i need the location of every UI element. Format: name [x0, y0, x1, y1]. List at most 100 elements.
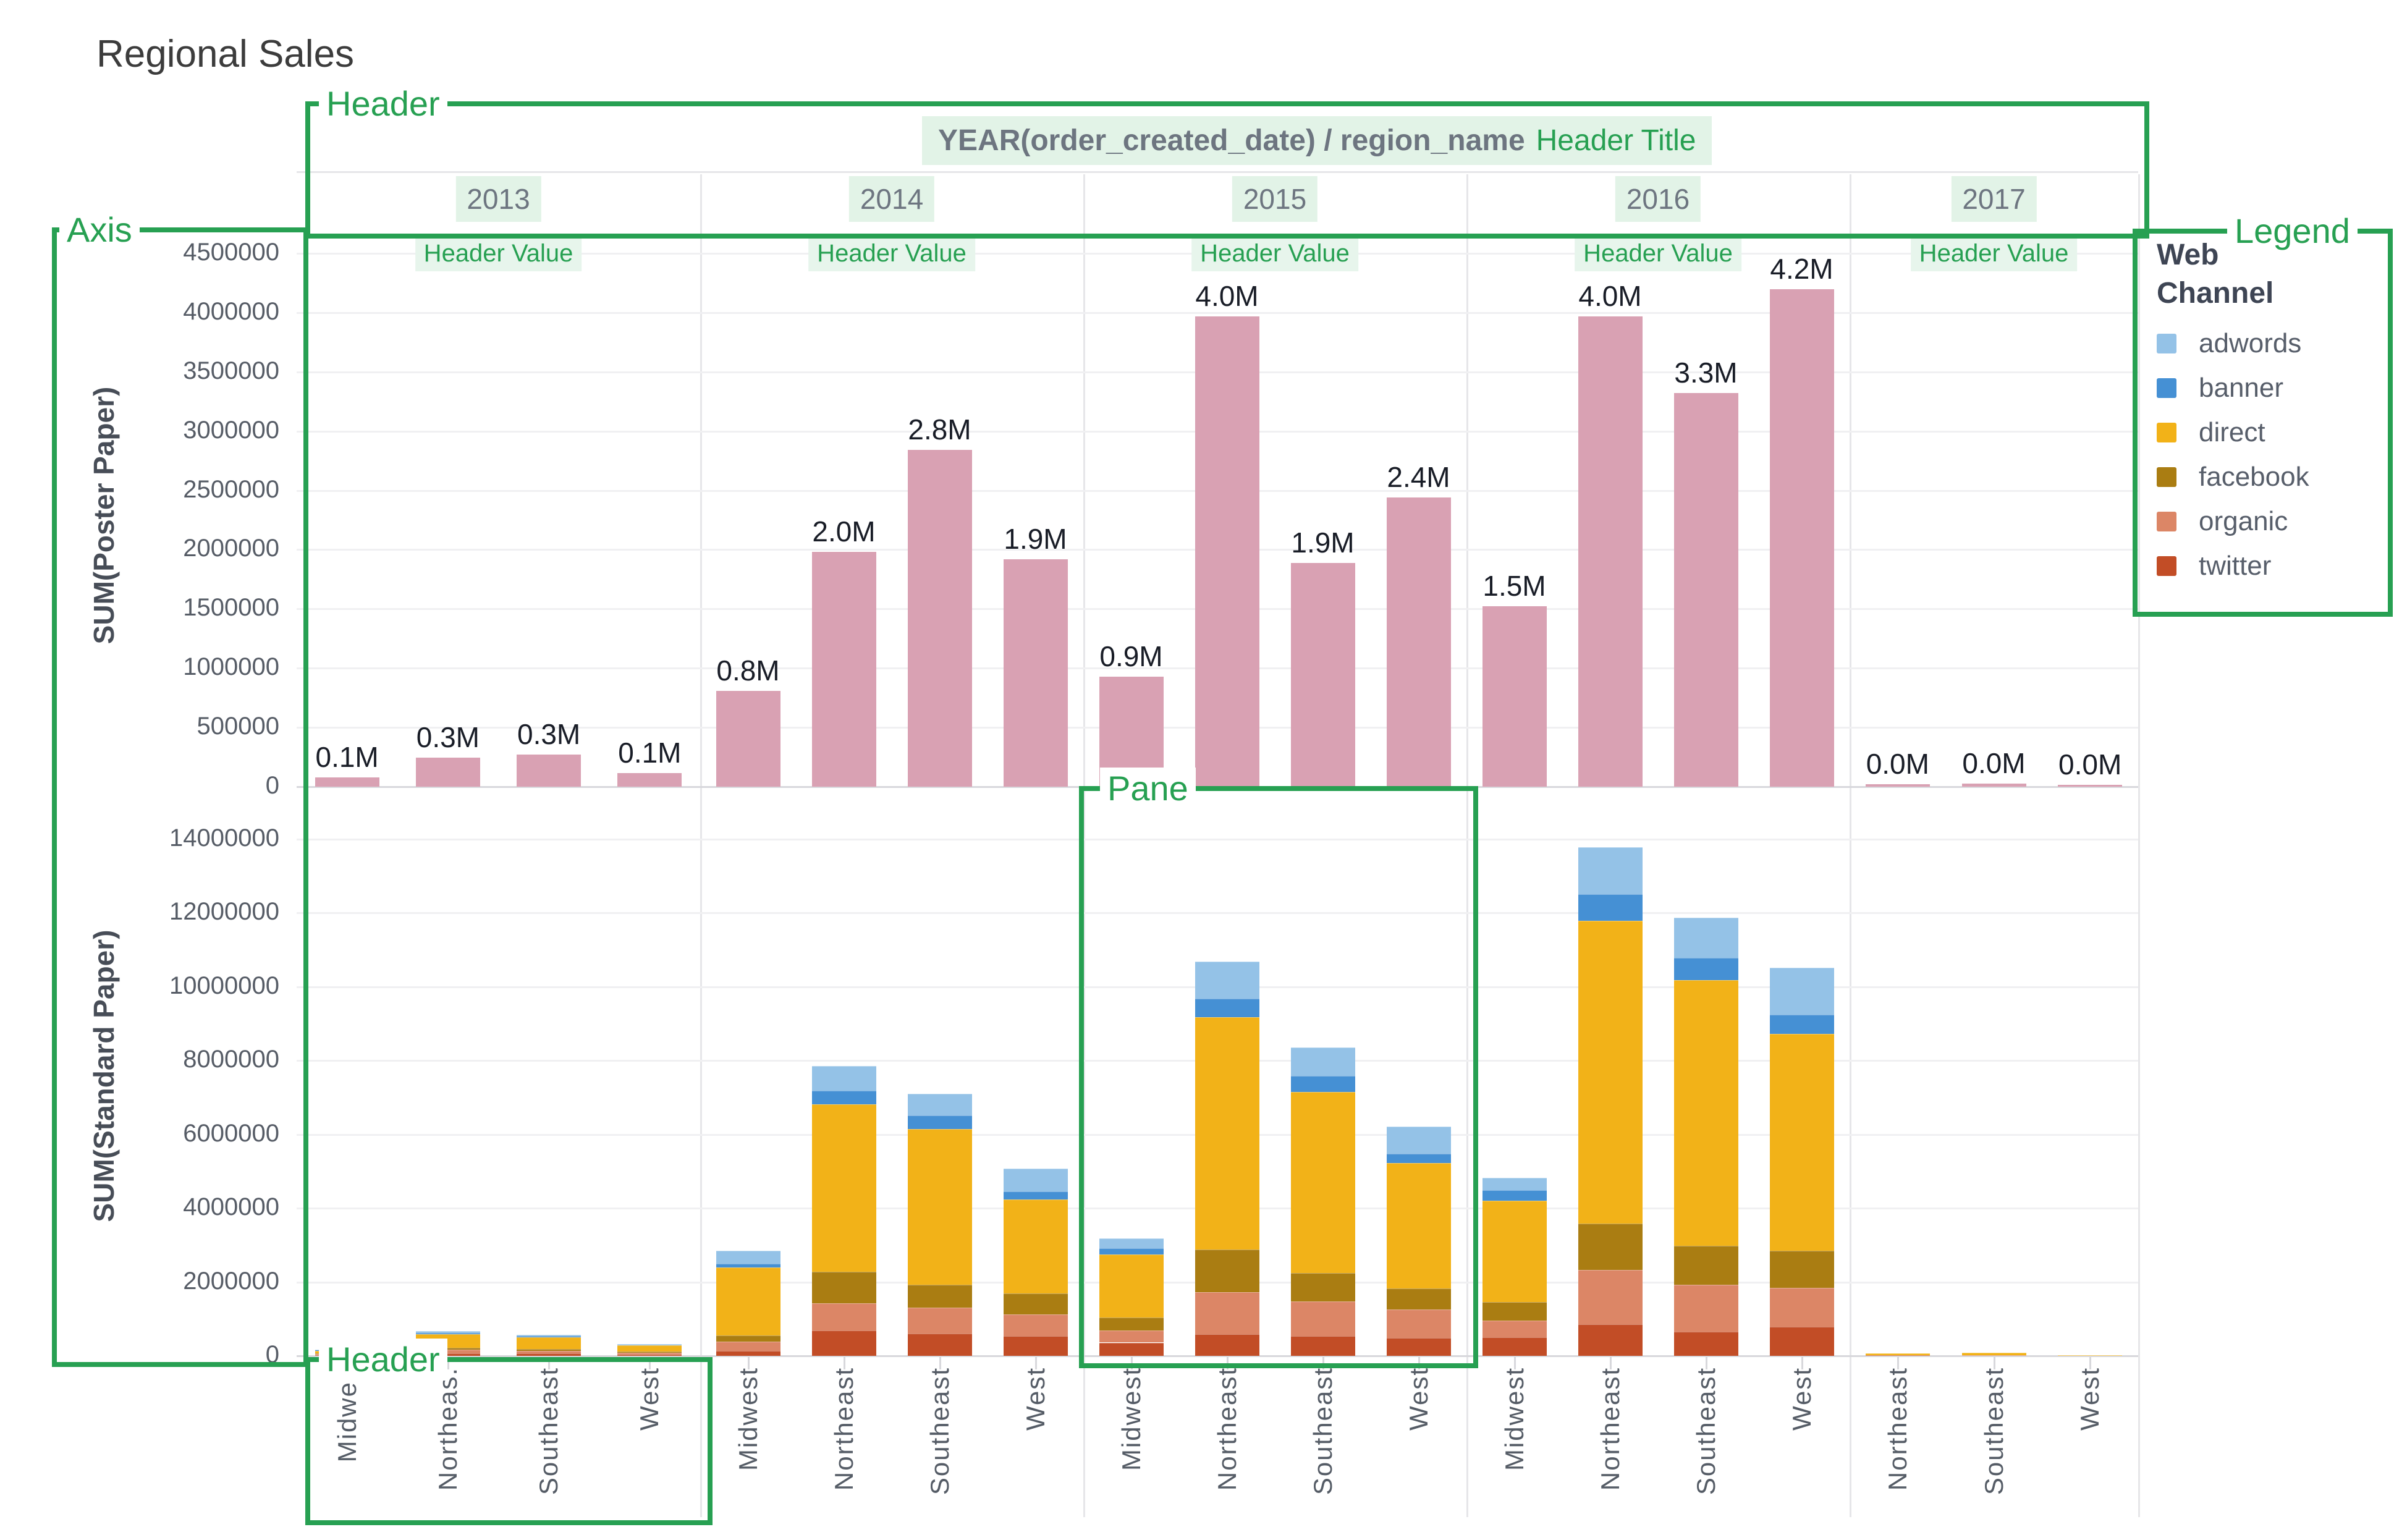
segment-banner[interactable] [1482, 1190, 1547, 1201]
segment-organic[interactable] [1003, 1314, 1068, 1337]
segment-organic[interactable] [617, 1352, 682, 1355]
segment-direct[interactable] [907, 1129, 972, 1285]
segment-direct[interactable] [517, 1337, 582, 1350]
segment-organic[interactable] [811, 1303, 876, 1331]
segment-facebook[interactable] [1673, 1246, 1738, 1285]
region-label-southeast[interactable]: Southeast [1979, 1367, 2008, 1496]
segment-banner[interactable] [415, 1332, 480, 1334]
segment-twitter[interactable] [415, 1353, 480, 1356]
segment-adwords[interactable] [1003, 1169, 1068, 1191]
segment-adwords[interactable] [811, 1066, 876, 1091]
segment-direct[interactable] [617, 1345, 682, 1352]
segment-organic[interactable] [907, 1307, 972, 1334]
segment-facebook[interactable] [617, 1352, 682, 1353]
segment-direct[interactable] [1003, 1199, 1068, 1294]
column-header-year[interactable]: 2016 [1615, 176, 1701, 222]
poster-bar-2013-northeast[interactable] [415, 758, 480, 787]
segment-banner[interactable] [1386, 1153, 1451, 1163]
legend-item-facebook[interactable]: facebook [2157, 455, 2367, 499]
segment-banner[interactable] [716, 1263, 780, 1267]
region-label-northeast[interactable]: Northeast [1882, 1367, 1912, 1491]
segment-twitter[interactable] [1673, 1331, 1738, 1356]
poster-bar-2017-west[interactable] [2058, 785, 2123, 787]
segment-adwords[interactable] [1769, 967, 1834, 1015]
segment-organic[interactable] [517, 1350, 582, 1354]
segment-direct[interactable] [2058, 1355, 2123, 1356]
region-label-midwest[interactable]: Midwest [1499, 1367, 1529, 1471]
region-label-northeast[interactable]: Northeast [1212, 1367, 1241, 1491]
segment-adwords[interactable] [1482, 1177, 1547, 1190]
column-header-year[interactable]: 2013 [455, 176, 541, 222]
segment-adwords[interactable] [1386, 1127, 1451, 1154]
legend-item-direct[interactable]: direct [2157, 410, 2367, 455]
segment-organic[interactable] [1386, 1309, 1451, 1339]
segment-organic[interactable] [1290, 1301, 1355, 1336]
segment-twitter[interactable] [1578, 1324, 1643, 1356]
segment-facebook[interactable] [1290, 1272, 1355, 1302]
segment-banner[interactable] [517, 1336, 582, 1337]
legend-item-banner[interactable]: banner [2157, 366, 2367, 410]
region-label-southeast[interactable]: Southeast [534, 1367, 564, 1496]
segment-adwords[interactable] [1673, 917, 1738, 958]
segment-direct[interactable] [1961, 1352, 2026, 1356]
poster-bar-2016-west[interactable] [1769, 289, 1834, 787]
segment-direct[interactable] [1290, 1092, 1355, 1273]
region-label-west[interactable]: West [635, 1367, 664, 1431]
segment-adwords[interactable] [617, 1343, 682, 1345]
poster-bar-2016-midwest[interactable] [1482, 606, 1547, 787]
region-label-west[interactable]: West [2075, 1367, 2105, 1431]
segment-facebook[interactable] [1195, 1250, 1259, 1292]
region-label-northeast[interactable]: Northeast [829, 1367, 858, 1491]
segment-banner[interactable] [1673, 958, 1738, 981]
poster-bar-2014-southeast[interactable] [907, 450, 972, 787]
segment-direct[interactable] [1195, 1017, 1259, 1250]
segment-adwords[interactable] [1290, 1047, 1355, 1077]
poster-bar-2016-northeast[interactable] [1578, 316, 1643, 787]
segment-twitter[interactable] [907, 1333, 972, 1356]
segment-twitter[interactable] [1769, 1327, 1834, 1356]
segment-direct[interactable] [1865, 1353, 1930, 1356]
region-label-midwest[interactable]: Midwest [1116, 1367, 1146, 1471]
segment-adwords[interactable] [415, 1331, 480, 1333]
segment-banner[interactable] [907, 1115, 972, 1130]
segment-twitter[interactable] [617, 1354, 682, 1356]
segment-twitter[interactable] [517, 1353, 582, 1356]
segment-direct[interactable] [1673, 980, 1738, 1246]
segment-banner[interactable] [1195, 998, 1259, 1018]
poster-bar-2015-southeast[interactable] [1290, 562, 1355, 787]
region-label-west[interactable]: West [1787, 1367, 1816, 1431]
segment-direct[interactable] [811, 1104, 876, 1272]
segment-facebook[interactable] [1003, 1293, 1068, 1315]
segment-direct[interactable] [1482, 1200, 1547, 1302]
segment-facebook[interactable] [415, 1348, 480, 1350]
segment-banner[interactable] [1769, 1014, 1834, 1034]
segment-adwords[interactable] [1578, 847, 1643, 894]
segment-twitter[interactable] [1482, 1337, 1547, 1356]
segment-twitter[interactable] [1099, 1342, 1164, 1356]
poster-bar-2017-southeast[interactable] [1961, 784, 2026, 787]
region-label-northeast[interactable]: Northeast [1595, 1367, 1625, 1491]
segment-twitter[interactable] [1195, 1334, 1259, 1356]
segment-adwords[interactable] [716, 1250, 780, 1264]
segment-direct[interactable] [1099, 1254, 1164, 1318]
column-header-year[interactable]: 2015 [1232, 176, 1318, 222]
region-label-west[interactable]: West [1020, 1367, 1050, 1431]
segment-twitter[interactable] [716, 1351, 780, 1356]
segment-banner[interactable] [1578, 894, 1643, 921]
segment-organic[interactable] [1482, 1321, 1547, 1337]
segment-twitter[interactable] [1386, 1338, 1451, 1356]
legend-item-adwords[interactable]: adwords [2157, 321, 2367, 366]
segment-organic[interactable] [1099, 1331, 1164, 1343]
region-label-northeast[interactable]: Northeas. [433, 1367, 462, 1491]
region-label-southeast[interactable]: Southeast [1308, 1367, 1337, 1496]
poster-bar-2016-southeast[interactable] [1673, 393, 1738, 787]
segment-facebook[interactable] [1769, 1250, 1834, 1288]
region-label-midwest[interactable]: Midwes [332, 1367, 362, 1463]
segment-organic[interactable] [1769, 1287, 1834, 1327]
segment-banner[interactable] [811, 1090, 876, 1105]
legend-item-organic[interactable]: organic [2157, 499, 2367, 544]
segment-direct[interactable] [716, 1267, 780, 1336]
segment-twitter[interactable] [811, 1331, 876, 1356]
segment-facebook[interactable] [517, 1349, 582, 1351]
segment-twitter[interactable] [1290, 1335, 1355, 1356]
